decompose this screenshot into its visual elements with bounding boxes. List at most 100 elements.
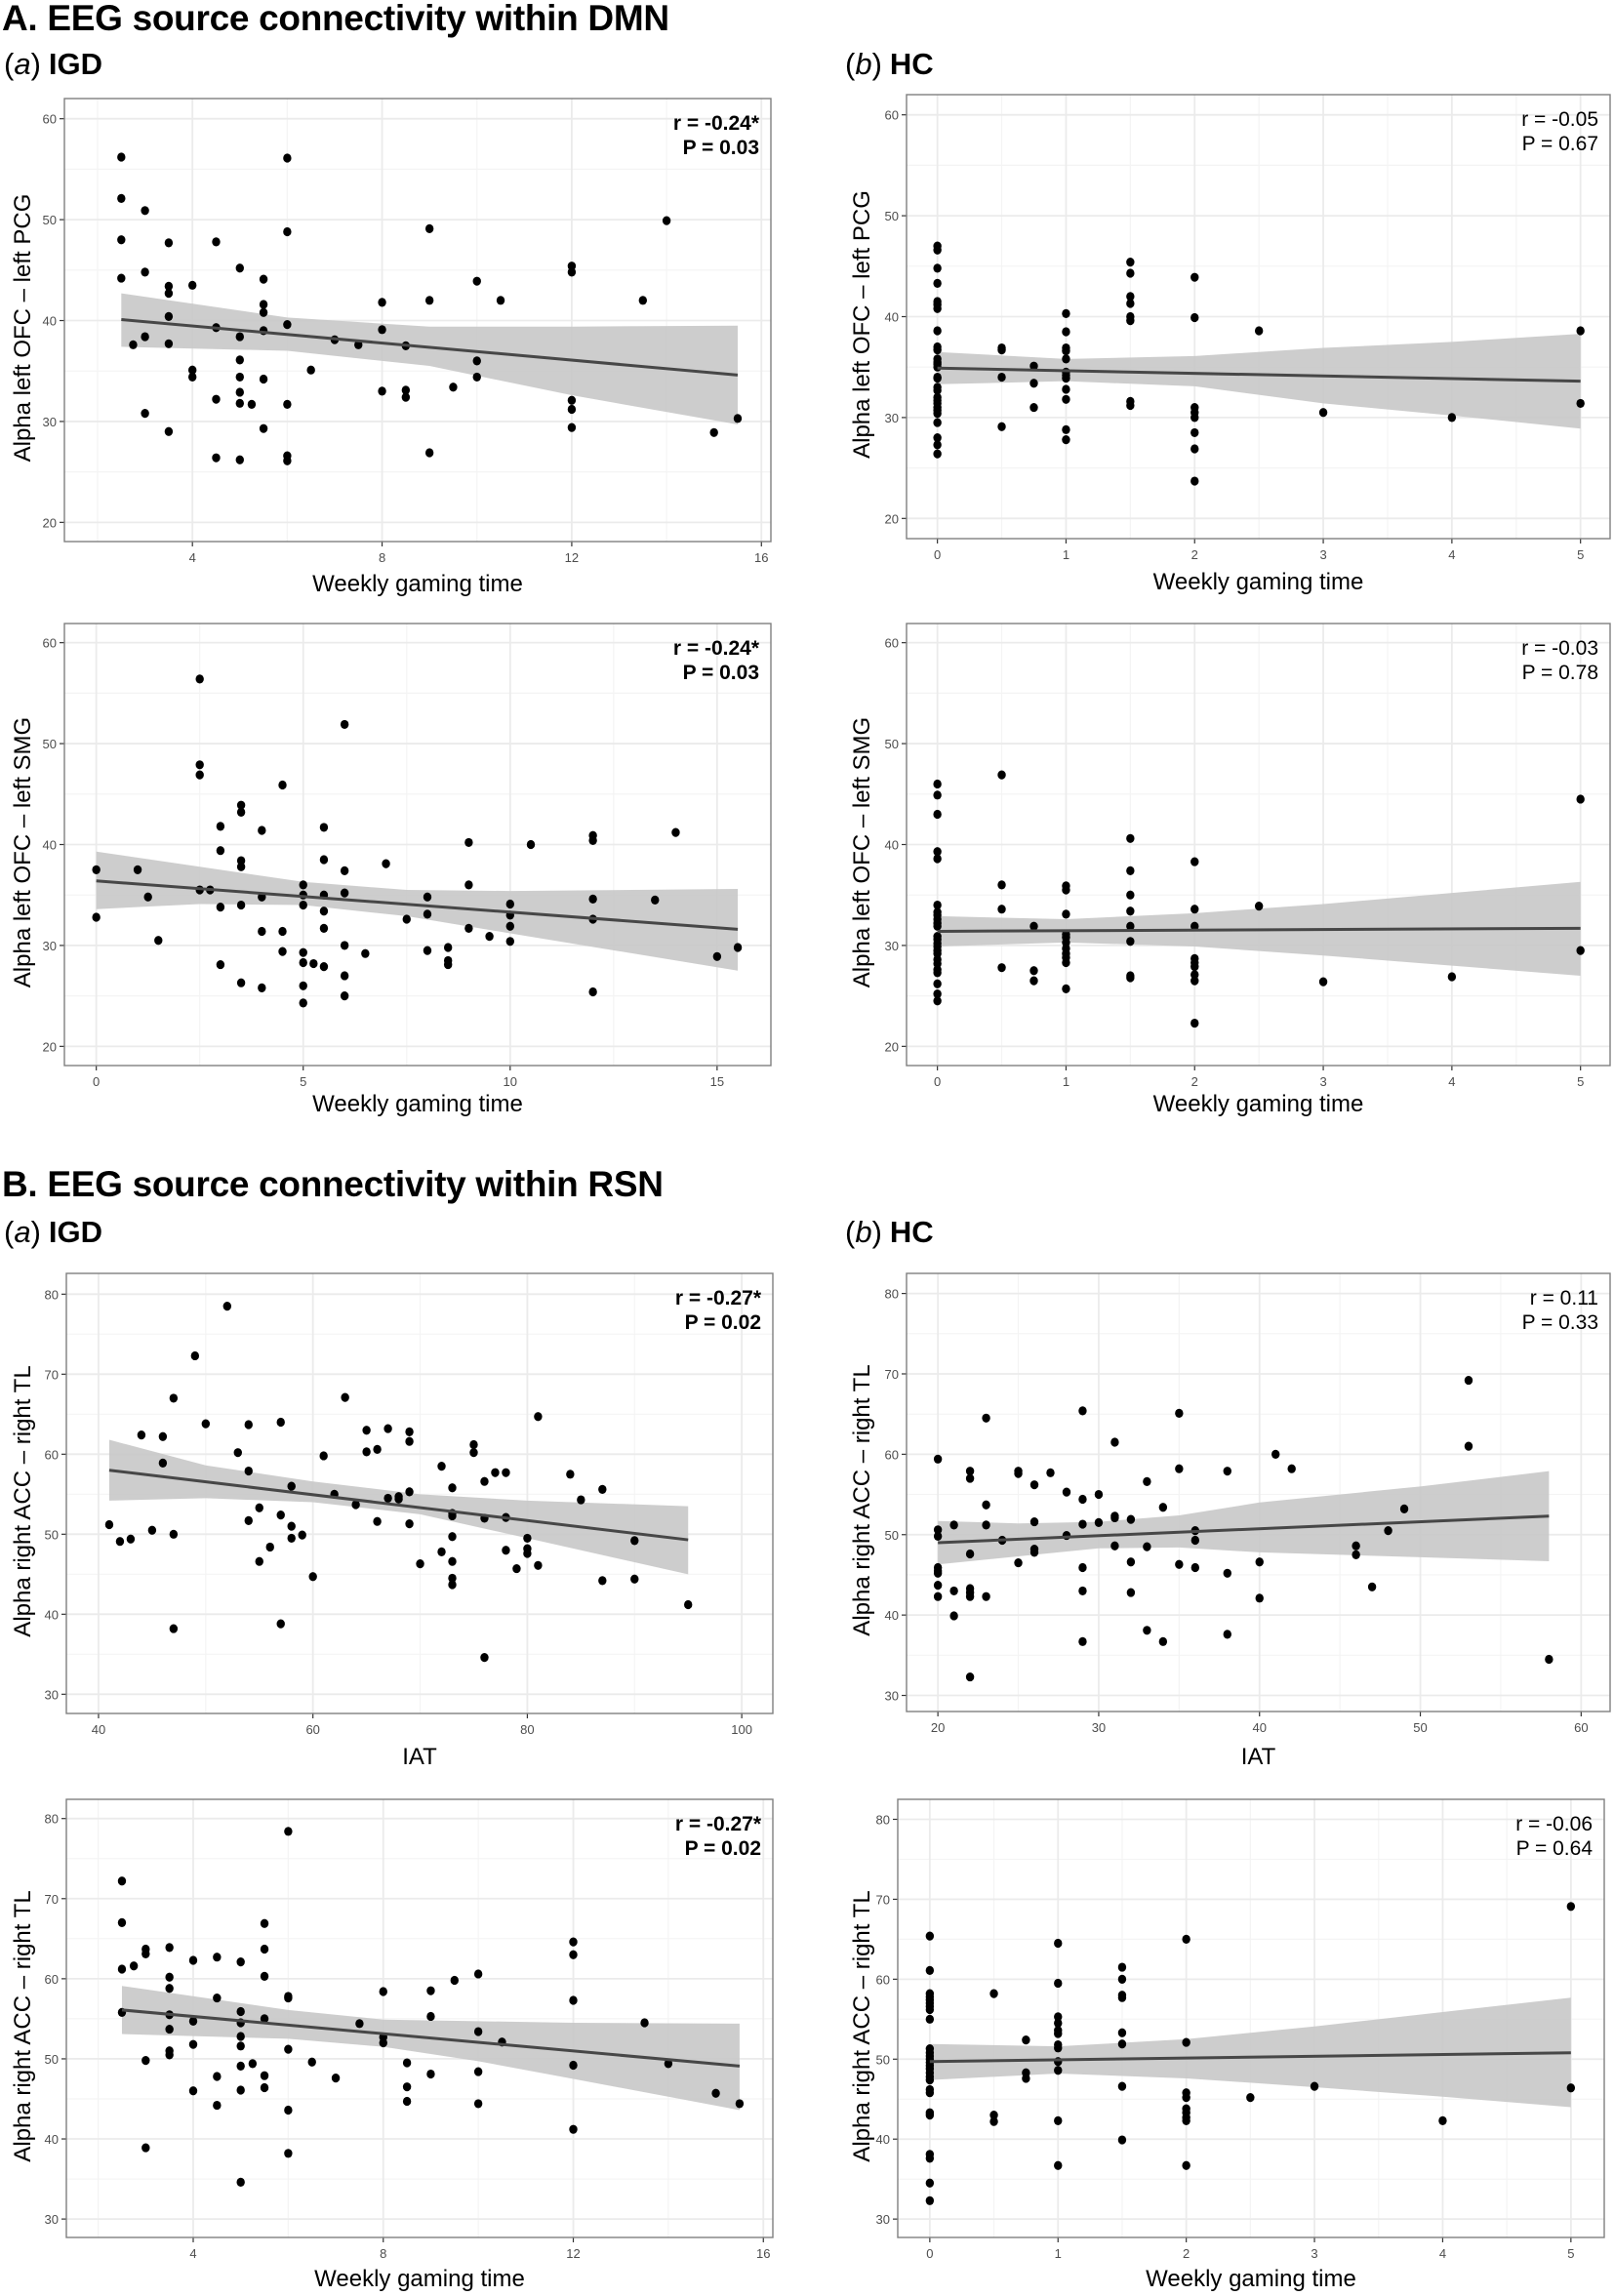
data-point bbox=[925, 2014, 935, 2024]
data-point bbox=[1029, 976, 1038, 986]
data-point bbox=[1126, 906, 1135, 916]
data-point bbox=[284, 1827, 293, 1836]
data-point bbox=[933, 263, 942, 273]
y-tick-label: 60 bbox=[45, 1972, 59, 1987]
data-point bbox=[933, 432, 942, 443]
x-tick-label: 5 bbox=[300, 1074, 306, 1089]
data-point bbox=[104, 1519, 114, 1530]
y-tick-label: 50 bbox=[885, 737, 899, 751]
x-tick-label: 80 bbox=[520, 1722, 534, 1737]
y-tick-label: 50 bbox=[43, 737, 57, 751]
y-tick-label: 40 bbox=[885, 838, 899, 853]
data-point bbox=[1223, 1568, 1231, 1578]
data-point bbox=[236, 807, 246, 818]
data-point bbox=[472, 356, 481, 366]
data-point bbox=[534, 1560, 543, 1570]
x-axis-title: IAT bbox=[1241, 1744, 1276, 1770]
data-point bbox=[276, 1417, 285, 1428]
data-point bbox=[164, 288, 174, 299]
data-point bbox=[1029, 921, 1038, 931]
y-axis-title: Alpha right ACC – right TL bbox=[849, 1364, 875, 1635]
data-point bbox=[1318, 408, 1328, 418]
data-point bbox=[164, 339, 174, 348]
data-point bbox=[402, 2082, 412, 2092]
data-point bbox=[340, 941, 349, 950]
data-point bbox=[233, 1448, 242, 1458]
data-point bbox=[1143, 1542, 1151, 1551]
data-point bbox=[319, 923, 329, 933]
data-point bbox=[259, 374, 268, 384]
data-point bbox=[278, 780, 287, 790]
x-tick-label: 5 bbox=[1577, 547, 1584, 562]
data-point bbox=[1182, 2160, 1190, 2170]
data-point bbox=[154, 936, 163, 946]
data-point bbox=[423, 892, 432, 902]
data-point bbox=[351, 1500, 360, 1510]
correlation-r-label: r = -0.27* bbox=[675, 1813, 762, 1835]
data-point bbox=[147, 1525, 157, 1535]
data-point bbox=[236, 2085, 245, 2095]
data-point bbox=[1190, 1018, 1199, 1028]
data-point bbox=[1255, 1557, 1264, 1567]
data-point bbox=[933, 847, 942, 857]
data-point bbox=[733, 414, 743, 423]
data-point bbox=[651, 895, 660, 905]
data-point bbox=[933, 1454, 943, 1464]
data-point bbox=[165, 1943, 174, 1953]
data-point bbox=[383, 1424, 392, 1433]
x-tick-label: 3 bbox=[1319, 547, 1326, 562]
data-point bbox=[164, 311, 174, 321]
y-tick-label: 40 bbox=[885, 1608, 899, 1623]
x-tick-label: 40 bbox=[1253, 1720, 1267, 1735]
panel-border bbox=[897, 1798, 1605, 2238]
x-tick-label: 100 bbox=[731, 1722, 752, 1737]
x-tick-label: 4 bbox=[189, 2246, 196, 2261]
data-point bbox=[164, 238, 174, 248]
data-point bbox=[424, 296, 434, 305]
data-point bbox=[505, 921, 514, 931]
y-axis-title: Alpha right ACC – right TL bbox=[10, 1890, 36, 2161]
y-tick-label: 50 bbox=[45, 2052, 59, 2067]
x-tick-label: 10 bbox=[504, 1074, 517, 1089]
data-point bbox=[1029, 402, 1038, 413]
data-point bbox=[450, 1975, 459, 1986]
data-point bbox=[933, 440, 942, 450]
data-point bbox=[216, 959, 225, 970]
data-point bbox=[965, 1672, 975, 1682]
y-tick-label: 20 bbox=[43, 515, 57, 530]
x-tick-label: 1 bbox=[1055, 2246, 1062, 2261]
data-point bbox=[1062, 308, 1070, 318]
data-point bbox=[1062, 957, 1070, 968]
data-point bbox=[630, 1574, 639, 1584]
y-tick-label: 80 bbox=[885, 1287, 899, 1302]
data-point bbox=[401, 392, 411, 402]
data-point bbox=[443, 943, 453, 952]
data-point bbox=[526, 839, 536, 850]
data-point bbox=[188, 2039, 198, 2049]
data-point bbox=[1464, 1375, 1473, 1386]
data-point bbox=[216, 903, 225, 912]
y-tick-label: 30 bbox=[876, 2212, 890, 2227]
panel-border bbox=[63, 623, 772, 1067]
data-point bbox=[340, 866, 349, 875]
data-point bbox=[437, 1462, 446, 1471]
data-point bbox=[212, 394, 221, 404]
section-b-title: B. EEG source connectivity within RSN bbox=[2, 1164, 664, 1204]
confidence-band bbox=[121, 1986, 740, 2111]
data-point bbox=[283, 456, 292, 465]
data-point bbox=[933, 1591, 943, 1601]
data-point bbox=[997, 770, 1006, 780]
x-tick-label: 16 bbox=[754, 550, 768, 565]
data-point bbox=[933, 790, 942, 800]
data-point bbox=[1126, 1514, 1136, 1524]
data-point bbox=[480, 1476, 489, 1486]
data-point bbox=[129, 1961, 139, 1971]
data-point bbox=[709, 427, 718, 437]
data-point bbox=[485, 932, 494, 942]
data-point bbox=[259, 307, 268, 317]
y-tick-label: 80 bbox=[45, 1812, 59, 1827]
data-point bbox=[982, 1413, 990, 1423]
group-label-hc-b: (b) HC bbox=[845, 1215, 934, 1250]
p-value-label: P = 0.02 bbox=[685, 1311, 761, 1334]
y-tick-label: 40 bbox=[876, 2132, 890, 2147]
